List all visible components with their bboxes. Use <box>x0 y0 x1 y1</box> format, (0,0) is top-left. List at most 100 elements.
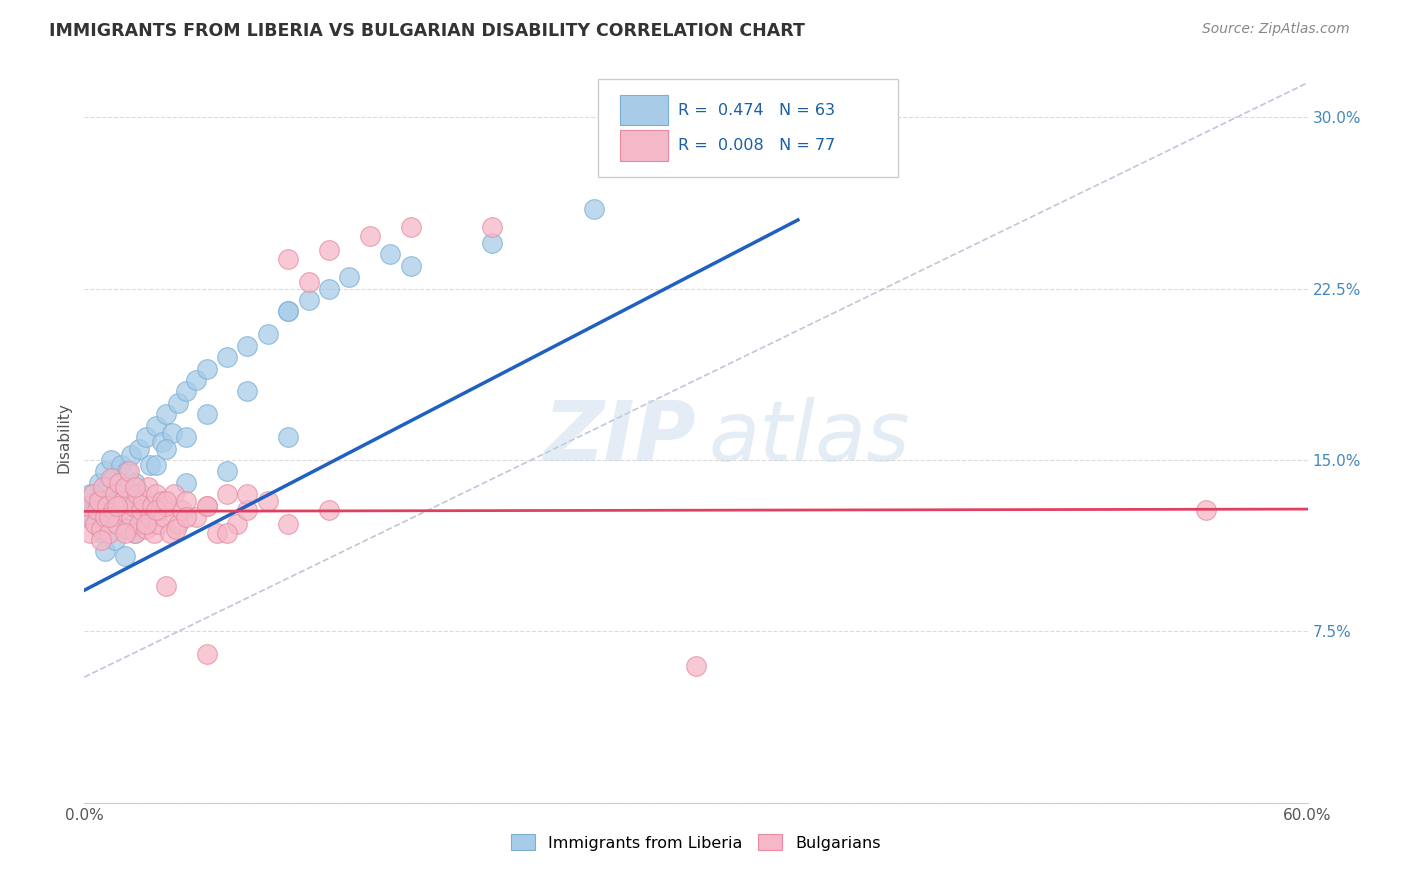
Point <box>399 259 422 273</box>
Point <box>146 516 169 531</box>
Point <box>83 516 105 531</box>
Point <box>138 510 160 524</box>
Point <box>217 487 239 501</box>
Point <box>153 510 176 524</box>
Point <box>90 533 112 547</box>
Point <box>131 487 153 501</box>
Point <box>122 499 145 513</box>
Point <box>138 458 160 472</box>
Point <box>481 219 503 234</box>
Point <box>145 458 167 472</box>
Point <box>114 549 136 563</box>
Point <box>105 499 128 513</box>
Point <box>97 510 120 524</box>
Point <box>96 480 118 494</box>
Point <box>359 229 381 244</box>
Point <box>399 219 422 234</box>
Point <box>108 475 131 490</box>
Point <box>124 475 146 490</box>
Point <box>79 487 101 501</box>
Point <box>145 418 167 433</box>
Point <box>481 235 503 250</box>
Point <box>236 384 259 399</box>
Point <box>115 521 138 535</box>
Point <box>150 434 173 449</box>
Point <box>108 516 131 531</box>
Point <box>195 647 218 661</box>
Point <box>163 487 186 501</box>
Point <box>90 526 112 541</box>
Point <box>128 516 150 531</box>
Point <box>195 407 218 421</box>
Point <box>195 361 218 376</box>
Point <box>186 373 208 387</box>
Point <box>75 499 97 513</box>
Y-axis label: Disability: Disability <box>56 401 72 473</box>
Point <box>135 516 157 531</box>
Point <box>318 243 340 257</box>
Point <box>167 396 190 410</box>
Point <box>277 430 299 444</box>
Point <box>217 464 239 478</box>
Point <box>136 480 159 494</box>
Point <box>159 526 181 541</box>
Point <box>298 293 321 307</box>
Point <box>97 526 120 541</box>
Point <box>104 503 127 517</box>
Point <box>277 304 299 318</box>
Point <box>135 521 157 535</box>
Point <box>205 526 228 541</box>
Point <box>145 503 167 517</box>
Point <box>100 471 122 485</box>
Point <box>318 503 340 517</box>
Point <box>127 503 149 517</box>
Point <box>114 480 136 494</box>
Point <box>174 430 197 444</box>
Point <box>101 471 124 485</box>
FancyBboxPatch shape <box>598 78 898 178</box>
Point <box>105 487 128 501</box>
Point <box>217 526 239 541</box>
Point <box>114 480 136 494</box>
Point <box>82 503 104 517</box>
Point <box>100 453 122 467</box>
Point <box>112 494 135 508</box>
Point <box>104 533 127 547</box>
Point <box>112 494 135 508</box>
Point <box>298 275 321 289</box>
Point <box>155 442 177 456</box>
Point <box>77 499 100 513</box>
Point <box>142 526 165 541</box>
Text: ZIP: ZIP <box>543 397 696 477</box>
Point <box>217 350 239 364</box>
Point <box>118 464 141 478</box>
Point <box>172 503 194 517</box>
Point <box>236 487 259 501</box>
Point <box>165 521 187 535</box>
Point <box>120 510 142 524</box>
Text: IMMIGRANTS FROM LIBERIA VS BULGARIAN DISABILITY CORRELATION CHART: IMMIGRANTS FROM LIBERIA VS BULGARIAN DIS… <box>49 22 806 40</box>
Point <box>135 510 157 524</box>
Point <box>174 494 197 508</box>
Point <box>277 304 299 318</box>
Point <box>150 494 173 508</box>
Point <box>132 494 155 508</box>
Point <box>97 510 120 524</box>
Point <box>87 494 110 508</box>
Point <box>87 475 110 490</box>
Point <box>339 270 361 285</box>
Point <box>124 480 146 494</box>
Point <box>167 516 190 531</box>
Text: atlas: atlas <box>709 397 910 477</box>
Point <box>83 516 105 531</box>
Point <box>124 526 146 541</box>
Point <box>79 526 101 541</box>
Point <box>120 449 142 463</box>
Text: R =  0.008   N = 77: R = 0.008 N = 77 <box>678 137 835 153</box>
Point <box>174 475 197 490</box>
Point <box>277 516 299 531</box>
Point <box>277 252 299 266</box>
Point <box>236 503 259 517</box>
Point <box>104 487 127 501</box>
Point <box>114 526 136 541</box>
